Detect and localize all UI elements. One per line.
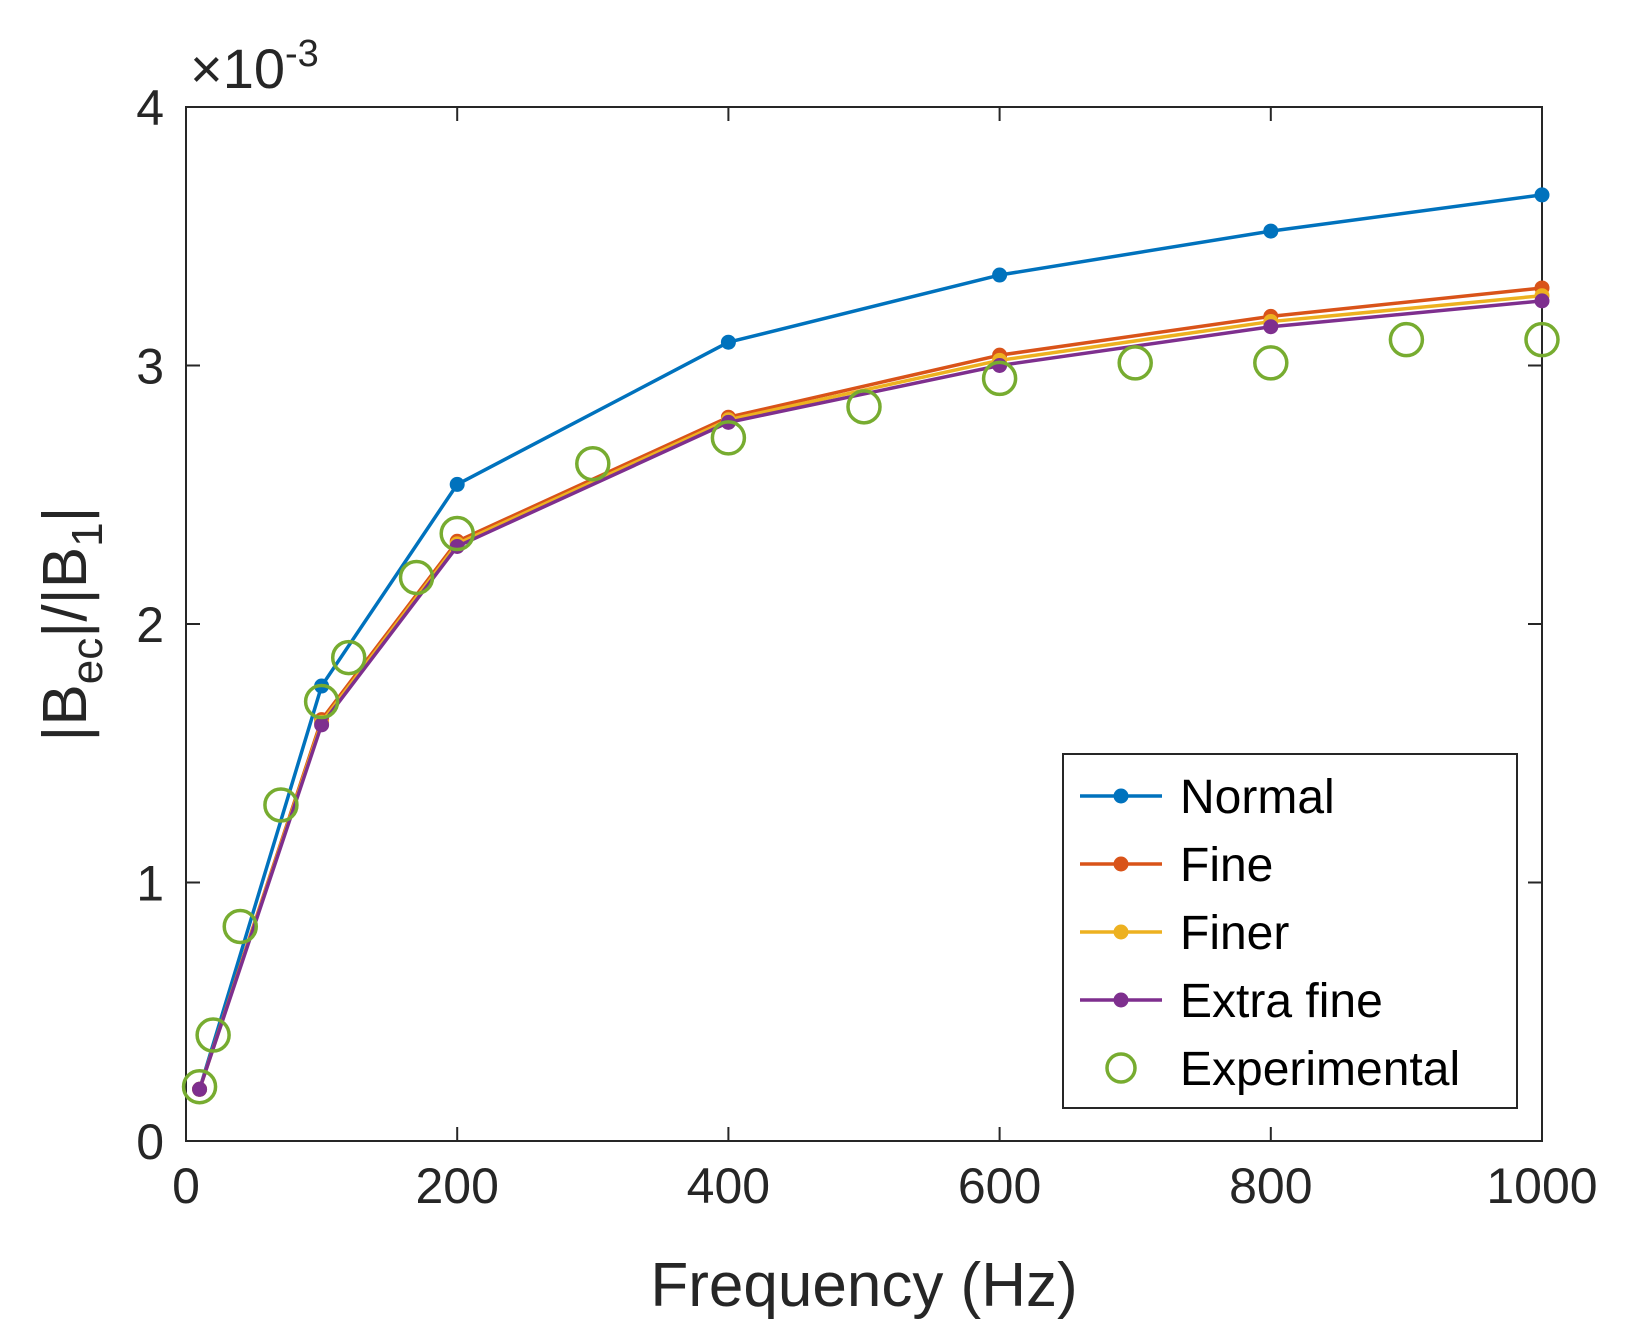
data-point [449, 476, 465, 492]
y-tick-labels: 0 1 2 3 4 [136, 80, 164, 1170]
data-point [439, 515, 475, 552]
data-point [992, 267, 1008, 283]
x-tick-label-5: 1000 [1486, 1158, 1597, 1214]
data-point [710, 420, 747, 456]
data-point [192, 1081, 208, 1097]
data-point [195, 1017, 231, 1053]
x-tick-label-3: 600 [958, 1158, 1041, 1214]
legend-item-finer: Finer [1080, 907, 1289, 960]
legend-label: Normal [1180, 771, 1335, 824]
data-point [981, 360, 1018, 397]
series-experimental [181, 321, 1560, 1105]
y-multiplier: ×10-3 [190, 33, 319, 100]
data-point [398, 559, 435, 596]
x-tick-labels: 0 200 400 600 800 1000 [172, 1158, 1598, 1214]
legend-label: Fine [1180, 839, 1273, 892]
legend-label: Finer [1180, 907, 1289, 960]
axis-ticks [185, 106, 1543, 1142]
y-title-end: | [31, 506, 100, 522]
data-point [720, 334, 736, 350]
y-multiplier-exponent: -3 [285, 33, 319, 75]
data-point [1534, 293, 1550, 309]
data-point [222, 908, 258, 945]
series-layer [181, 187, 1560, 1105]
data-point [846, 389, 882, 425]
x-tick-label-0: 0 [172, 1158, 200, 1214]
legend-marker [1113, 924, 1129, 940]
x-axis-title: Frequency (Hz) [650, 1251, 1077, 1320]
legend-marker [1113, 992, 1129, 1008]
data-point [1263, 223, 1279, 239]
y-tick-label-0: 0 [136, 1114, 164, 1170]
legend-marker [1113, 788, 1129, 804]
data-point [1117, 345, 1153, 381]
data-point [1388, 321, 1425, 358]
y-title-mid: |/|B [31, 547, 100, 638]
data-point [314, 717, 330, 733]
legend: Normal Fine Finer Extra fine Experimental [1062, 753, 1518, 1109]
legend-marker [1105, 1052, 1137, 1084]
y-tick-label-4: 4 [136, 80, 164, 136]
data-point [1253, 345, 1289, 381]
x-tick-label-1: 200 [415, 1158, 498, 1214]
data-point [1524, 321, 1560, 358]
data-point [330, 639, 367, 676]
x-tick-label-2: 400 [687, 1158, 770, 1214]
y-tick-label-1: 1 [136, 856, 164, 912]
y-tick-label-2: 2 [136, 597, 164, 653]
y-title-base: |B [31, 684, 100, 741]
legend-marker [1113, 856, 1129, 872]
legend-item-extra-fine: Extra fine [1080, 975, 1383, 1028]
data-point [1534, 187, 1550, 203]
data-point [449, 538, 465, 554]
data-point [992, 358, 1008, 373]
data-point [575, 445, 611, 482]
data-point [1263, 319, 1279, 335]
y-title-sub2: 1 [63, 522, 112, 546]
data-point [181, 1068, 218, 1105]
legend-item-normal: Normal [1080, 771, 1335, 824]
y-axis-title: |Bec|/|B1| [31, 506, 112, 741]
data-point [303, 683, 340, 720]
data-point [263, 787, 299, 823]
y-multiplier-prefix: ×10 [190, 37, 285, 100]
legend-label: Experimental [1180, 1043, 1460, 1096]
legend-entries: Normal Fine Finer Extra fine Experimental [1080, 771, 1460, 1096]
y-title-sub1: ec [63, 638, 112, 684]
legend-item-experimental: Experimental [1105, 1043, 1460, 1096]
legend-label: Extra fine [1180, 975, 1383, 1028]
x-tick-label-4: 800 [1229, 1158, 1312, 1214]
legend-item-fine: Fine [1080, 839, 1273, 892]
y-tick-label-3: 3 [136, 339, 164, 395]
